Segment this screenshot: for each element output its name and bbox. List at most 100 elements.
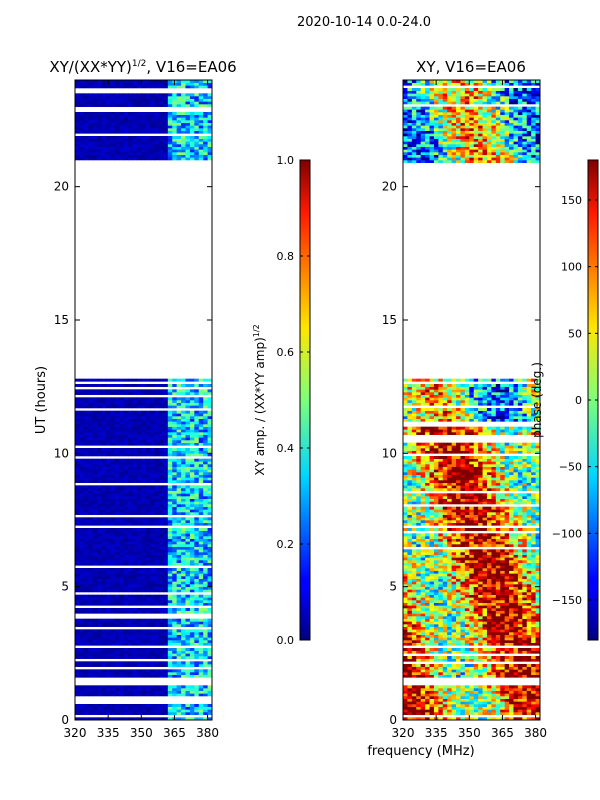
left-heatmap-cell — [132, 544, 138, 547]
left-heatmap-cell — [207, 709, 212, 713]
right-heatmap-cell — [460, 656, 466, 659]
left-heatmap-cell — [88, 709, 94, 713]
left-heatmap-cell — [207, 624, 212, 627]
left-heatmap-cell — [119, 488, 125, 491]
left-heatmap-cell — [110, 530, 116, 534]
left-heatmap-cell — [150, 152, 155, 155]
left-heatmap-cell — [110, 669, 116, 673]
left-heatmap-cell — [110, 496, 116, 499]
left-heatmap-cell — [132, 128, 138, 131]
left-heatmap-cell — [88, 672, 94, 675]
left-heatmap-cell — [88, 704, 94, 707]
right-heatmap-cell — [464, 650, 470, 654]
right-heatmap-cell — [464, 704, 470, 707]
left-heatmap-cell — [79, 650, 85, 654]
left-heatmap-cell — [172, 152, 178, 155]
left-heatmap-cell — [132, 144, 138, 147]
right-heatmap-cell — [464, 624, 470, 627]
left-heatmap-cell — [119, 485, 125, 489]
left-heatmap-cell — [119, 653, 125, 657]
left-heatmap-cell — [163, 80, 169, 83]
left-heatmap-cell — [150, 541, 155, 545]
left-heatmap-cell — [79, 528, 85, 531]
left-heatmap-cell — [194, 96, 200, 99]
left-heatmap-cell — [167, 597, 173, 601]
left-heatmap-cell — [167, 498, 173, 502]
left-heatmap-cell — [181, 104, 186, 107]
left-heatmap-cell — [198, 552, 204, 555]
right-heatmap-cell — [478, 693, 483, 697]
right-heatmap-cell — [504, 706, 510, 710]
left-heatmap-cell — [154, 378, 160, 382]
right-heatmap-cell — [429, 712, 435, 715]
left-heatmap-cell — [207, 520, 212, 523]
left-heatmap-cell — [79, 637, 85, 641]
left-heatmap-cell — [79, 146, 85, 150]
left-heatmap-cell — [136, 413, 142, 417]
left-heatmap-cell — [123, 453, 129, 457]
left-heatmap-cell — [176, 384, 182, 387]
left-heatmap-cell — [79, 80, 85, 83]
left-heatmap-cell — [203, 434, 208, 438]
left-heatmap-cell — [189, 472, 195, 475]
left-heatmap-cell — [97, 389, 102, 393]
right-heatmap-cell — [438, 709, 444, 713]
left-heatmap-cell — [167, 538, 173, 542]
left-heatmap-cell — [150, 632, 155, 635]
left-heatmap-cell — [75, 146, 80, 150]
left-heatmap-cell — [185, 584, 191, 587]
left-heatmap-cell — [128, 405, 133, 409]
left-heatmap-cell — [189, 704, 195, 707]
right-heatmap-cell — [438, 712, 444, 715]
left-heatmap-cell — [119, 410, 125, 414]
left-heatmap-cell — [141, 573, 147, 577]
left-heatmap-cell — [185, 122, 191, 126]
right-heatmap-cell — [473, 698, 479, 702]
left-heatmap-cell — [128, 584, 133, 587]
left-heatmap-cell — [185, 690, 191, 694]
left-heatmap-cell — [123, 114, 129, 118]
left-heatmap-cell — [181, 421, 186, 425]
left-heatmap-cell — [92, 130, 98, 134]
left-heatmap-cell — [176, 112, 182, 115]
left-heatmap-cell — [88, 685, 94, 689]
left-heatmap-cell — [75, 608, 80, 611]
right-heatmap-cell — [500, 712, 506, 715]
left-heatmap-cell — [83, 541, 89, 545]
left-heatmap-cell — [150, 648, 155, 651]
right-heatmap-cell — [447, 698, 453, 702]
left-heatmap-cell — [181, 562, 186, 566]
left-heatmap-cell — [163, 429, 169, 433]
left-heatmap-cell — [158, 552, 164, 555]
right-heatmap-cell — [438, 658, 444, 662]
right-heatmap-cell — [442, 669, 448, 673]
left-heatmap-cell — [88, 656, 94, 659]
left-heatmap-cell — [105, 704, 111, 707]
left-heatmap-cell — [110, 546, 116, 550]
left-heatmap-cell — [128, 536, 133, 539]
left-heatmap-cell — [132, 501, 138, 505]
left-heatmap-cell — [207, 560, 212, 563]
left-heatmap-cell — [198, 432, 204, 435]
left-heatmap-cell — [189, 650, 195, 654]
left-heatmap-cell — [141, 536, 147, 539]
left-heatmap-cell — [105, 589, 111, 593]
left-heatmap-cell — [132, 461, 138, 465]
left-heatmap-cell — [88, 584, 94, 587]
left-heatmap-cell — [105, 581, 111, 585]
left-heatmap-cell — [92, 437, 98, 441]
left-heatmap-cell — [176, 629, 182, 633]
right-heatmap-cell — [407, 674, 413, 678]
left-heatmap-cell — [83, 669, 89, 673]
left-heatmap-cell — [114, 392, 120, 395]
left-heatmap-cell — [145, 618, 151, 622]
left-heatmap-cell — [123, 570, 129, 574]
left-heatmap-cell — [176, 602, 182, 606]
right-heatmap-cell — [456, 669, 461, 673]
left-heatmap-cell — [198, 602, 204, 606]
left-heatmap-cell — [119, 533, 125, 537]
left-heatmap-cell — [79, 557, 85, 561]
left-heatmap-cell — [136, 466, 142, 470]
left-heatmap-cell — [145, 560, 151, 563]
left-heatmap-cell — [185, 384, 191, 387]
